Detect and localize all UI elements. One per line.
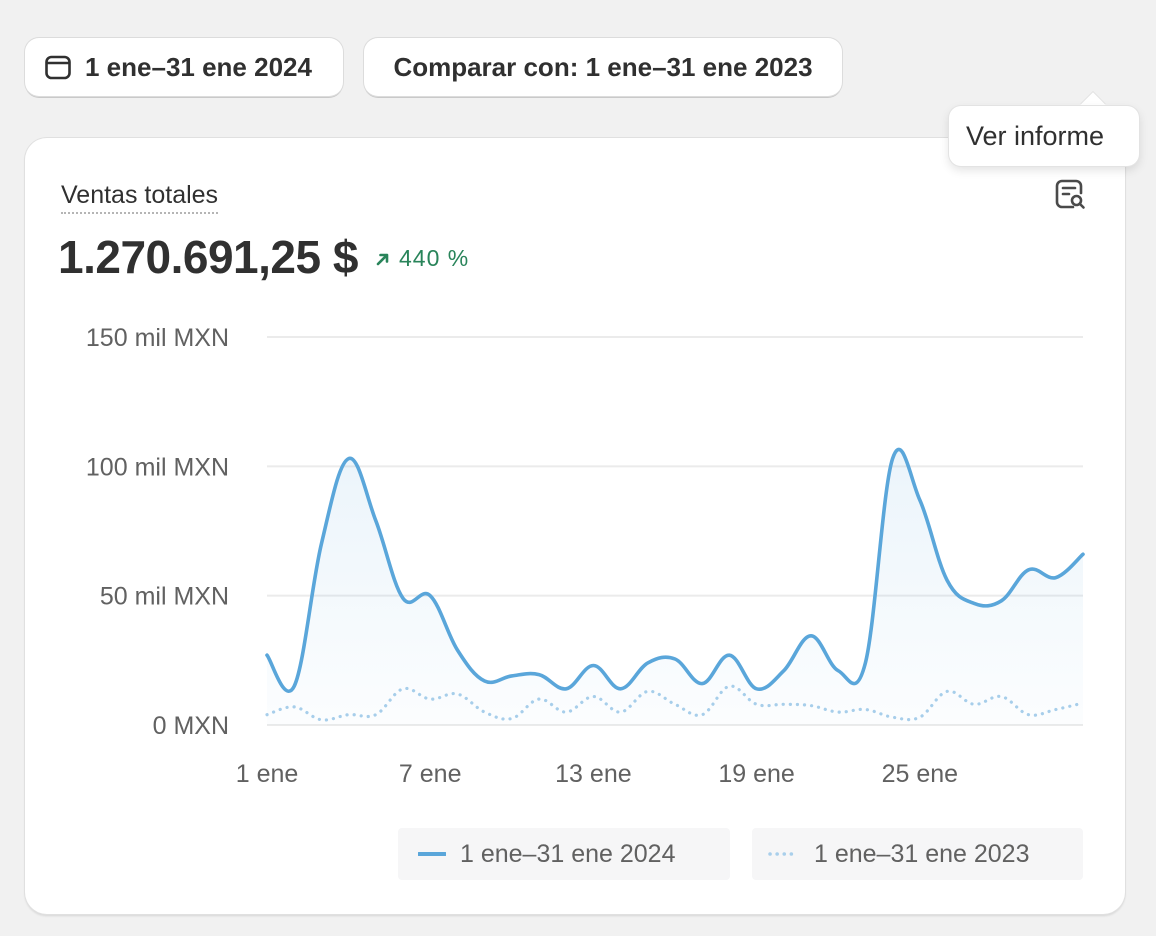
calendar-icon — [45, 55, 71, 80]
arrow-up-right-icon — [376, 253, 389, 265]
total-sales-card: Ventas totales 1.270.691,25 $ 440 % 0 MX… — [25, 138, 1125, 914]
y-tick-label: 50 mil MXN — [100, 583, 229, 611]
x-tick-label: 19 ene — [718, 760, 794, 788]
series-area-current — [267, 449, 1083, 725]
dotted-line-swatch — [768, 852, 800, 856]
compare-label: Comparar con: 1 ene–31 ene 2023 — [393, 51, 813, 82]
solid-line-swatch — [418, 852, 446, 856]
date-range-button[interactable]: 1 ene–31 ene 2024 — [25, 38, 343, 96]
delta-badge: 440 % — [375, 245, 469, 272]
x-tick-label: 7 ene — [399, 760, 462, 788]
x-tick-label: 1 ene — [236, 760, 299, 788]
date-range-label: 1 ene–31 ene 2024 — [85, 51, 312, 82]
legend-label-previous: 1 ene–31 ene 2023 — [814, 839, 1030, 868]
series-line-current — [265, 447, 1085, 693]
view-report-tooltip: Ver informe — [949, 106, 1139, 166]
total-sales-value: 1.270.691,25 $ — [58, 231, 358, 283]
y-tick-label: 100 mil MXN — [86, 453, 229, 481]
legend-item-previous[interactable]: 1 ene–31 ene 2023 — [752, 828, 1083, 880]
legend-item-current[interactable]: 1 ene–31 ene 2024 — [398, 828, 730, 880]
x-tick-label: 13 ene — [555, 760, 631, 788]
y-tick-label: 150 mil MXN — [86, 324, 229, 352]
report-search-icon[interactable] — [1053, 178, 1087, 212]
legend-label-current: 1 ene–31 ene 2024 — [460, 839, 676, 868]
sales-line-chart: 0 MXN 50 mil MXN 100 mil MXN 150 mil MXN 1 e… — [86, 324, 1085, 788]
card-title[interactable]: Ventas totales — [61, 180, 219, 214]
y-tick-label: 0 MXN — [153, 712, 229, 740]
x-tick-label: 25 ene — [882, 760, 958, 788]
delta-value: 440 % — [399, 245, 470, 271]
tooltip-label: Ver informe — [966, 120, 1105, 151]
compare-button[interactable]: Comparar con: 1 ene–31 ene 2023 — [364, 38, 842, 96]
